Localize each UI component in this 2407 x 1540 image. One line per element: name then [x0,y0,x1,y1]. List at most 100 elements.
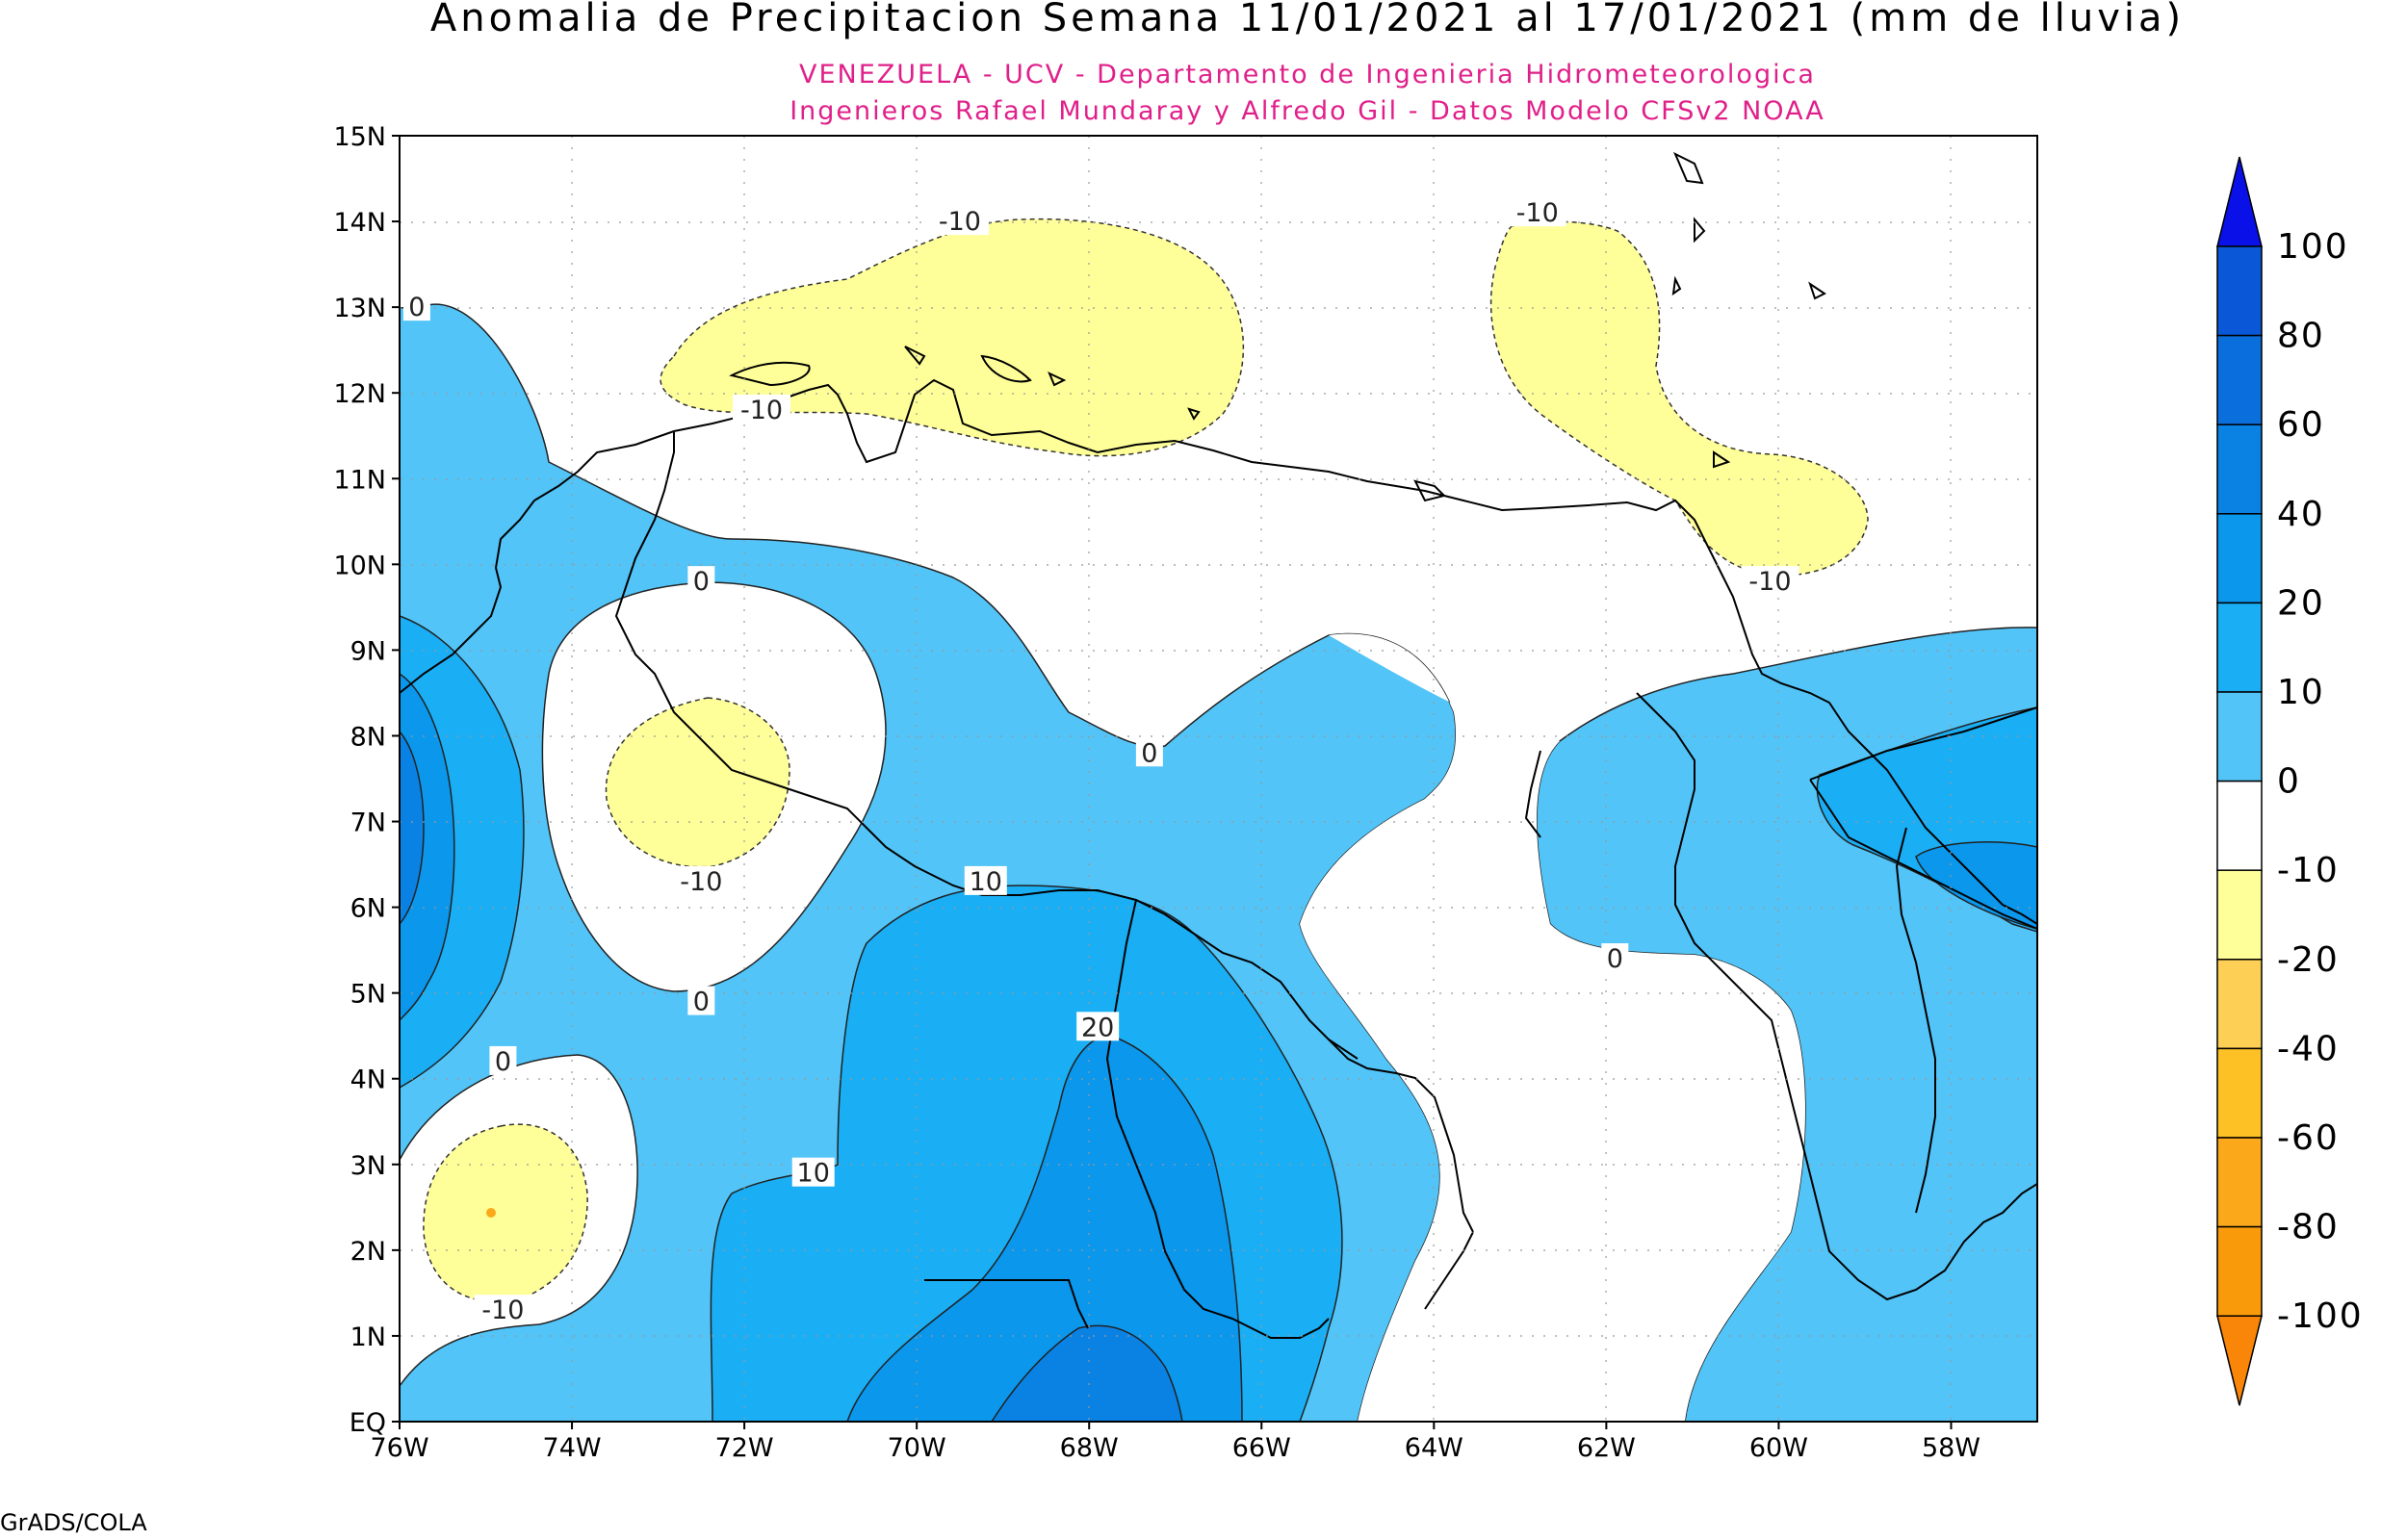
contour-label: 0 [495,1047,511,1077]
legend-bin [2216,602,2263,693]
legend-label: -80 [2277,1208,2340,1247]
contour-label: 0 [1141,738,1157,768]
lat-tick-label: 5N [350,980,386,1010]
legend-label: 10 [2277,673,2325,712]
contour-label-background [687,566,715,596]
legend-label: 40 [2277,495,2325,534]
legend-bin [2216,424,2263,515]
legend-label: -20 [2277,940,2340,980]
legend-bin [2216,334,2263,425]
contour-label-background [1741,566,1799,596]
anomaly-region-negative-caribbean-east [1489,220,1869,577]
lat-tick-label: EQ [349,1408,386,1438]
lat-tick-label: 13N [333,294,386,323]
legend-bin [2216,1047,2263,1139]
contour-label-background [1076,1012,1120,1041]
lat-tick-label: 7N [350,808,386,838]
contour-label: -10 [939,207,981,237]
lon-tick-label: 62W [1577,1433,1636,1463]
lat-tick-label: 12N [333,379,386,409]
legend-label: 60 [2277,405,2325,445]
contour-label-background [964,865,1007,895]
contour-label: 0 [693,567,710,597]
legend-label: -40 [2277,1029,2340,1068]
contour-label: 0 [693,988,710,1017]
latitude-tick-labels: EQ 1N 2N 3N 4N 5N 6N 7N 8N 9N 10N 11N 12N 13N 14N 15N [333,122,386,1438]
lat-tick-label: 6N [350,894,386,924]
legend-bin [2216,245,2263,337]
map-subtitle-line-1: VENEZUELA - UCV - Departamento de Ingeni… [799,60,1816,90]
lat-tick-label: 9N [350,636,386,666]
legend-bin [2216,513,2263,604]
lon-tick-label: 76W [370,1433,428,1463]
legend-bin [2216,959,2263,1050]
contour-labels: -10 -10 0 -10 -10 0 0 -10 10 0 0 20 0 10 -10 [402,197,1799,1325]
map-panel: -10 -10 0 -10 -10 0 0 -10 10 0 0 20 0 10 -10 [400,136,2037,1422]
contour-label: -10 [1748,567,1791,597]
contour-label-background [402,292,430,321]
anomaly-region-neutral-guayana [1300,633,1805,1422]
legend-bin [2216,1225,2263,1317]
legend-bin [2216,1137,2263,1228]
contour-label: 0 [408,293,425,322]
map-title: Anomalia de Precipitacion Semana 11/01/2… [430,0,2185,40]
longitude-tick-labels: 76W 74W 72W 70W 68W 66W 64W 62W 60W 58W [370,1433,1980,1463]
contour-label-background [1508,197,1566,227]
anomaly-region-40-60-south [991,1324,1183,1422]
legend-bin [2216,780,2263,871]
lon-tick-label: 66W [1232,1433,1291,1463]
anomaly-region-40-60-far-west [400,730,425,926]
lon-tick-label: 74W [543,1433,602,1463]
contour-label-background [1601,943,1629,973]
contour-label: -10 [1516,198,1559,228]
lon-tick-label: 68W [1060,1433,1119,1463]
contour-label: 10 [797,1159,830,1189]
legend-label: 80 [2277,317,2325,356]
contour-label: -10 [740,396,783,425]
legend-bin [2216,691,2263,783]
contour-label-background [733,395,791,424]
islands [729,151,1826,502]
contour-label-background [1135,737,1163,767]
contour-label: 10 [970,867,1002,897]
map-gridlines [400,136,2037,1422]
legend-label: 100 [2277,227,2349,267]
legend-bin [2216,869,2263,961]
lat-tick-label: 15N [333,122,386,152]
grads-credit: GrADS/COLA [0,1509,147,1536]
contour-label-background [672,865,731,895]
legend-label: -60 [2277,1118,2340,1158]
lat-tick-label: 10N [333,551,386,580]
contour-label: 0 [1607,944,1623,974]
contour-label-background [687,986,715,1015]
coastline-and-borders [400,378,2037,1339]
legend-arrow-bottom [2216,1315,2263,1406]
lat-tick-label: 1N [350,1322,386,1352]
anomaly-point-negative-core [486,1208,496,1218]
legend-label: -100 [2277,1296,2364,1336]
contour-label: 20 [1081,1013,1114,1042]
contour-label-background [930,206,989,236]
lon-tick-label: 70W [888,1433,946,1463]
map-subtitle-line-2: Ingenieros Rafael Mundaray y Alfredo Gil… [789,96,1825,126]
lat-tick-label: 4N [350,1065,386,1095]
legend-arrow-top [2216,156,2263,247]
lat-tick-label: 14N [333,208,386,238]
anomaly-region-20-40-south [846,1034,1243,1422]
lon-tick-label: 72W [715,1433,774,1463]
lat-tick-label: 11N [333,465,386,495]
axis-ticks [392,135,1953,1429]
contour-label-background [791,1157,835,1187]
contour-label: -10 [481,1296,524,1325]
map-frame [399,135,2038,1423]
legend-label: 20 [2277,583,2325,623]
lon-tick-label: 58W [1922,1433,1980,1463]
legend-label: -10 [2277,851,2340,890]
lon-tick-label: 64W [1405,1433,1463,1463]
contour-label-background [489,1045,517,1075]
lat-tick-label: 3N [350,1151,386,1181]
lat-tick-label: 2N [350,1237,386,1267]
legend-label: 0 [2277,762,2301,802]
